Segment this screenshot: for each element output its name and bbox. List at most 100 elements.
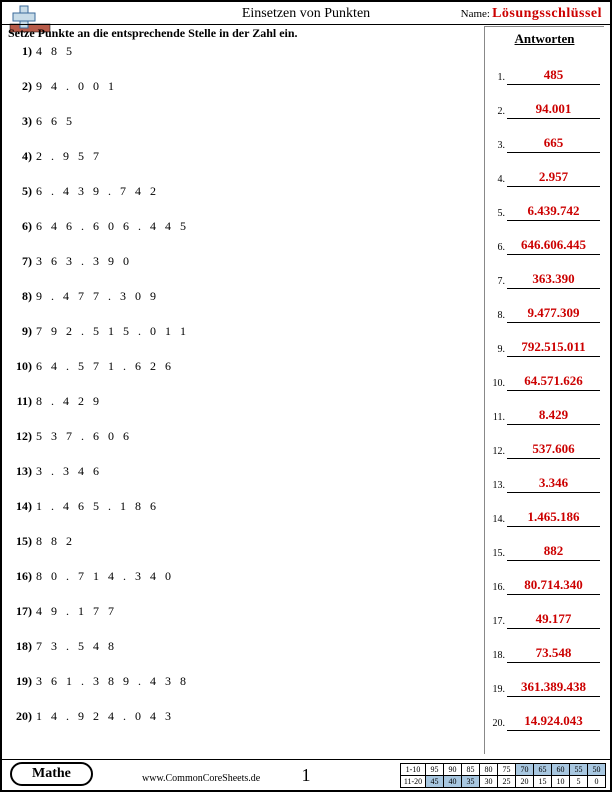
- score-cell: 70: [516, 764, 534, 776]
- instruction-text: Setze Punkte an die entsprechende Stelle…: [8, 26, 298, 41]
- score-cell: 0: [588, 776, 606, 788]
- problem-row: 17)4 9 . 1 7 7: [8, 604, 448, 639]
- answer-row: 11.8.429: [485, 393, 604, 427]
- problem-digits: 6 4 6 . 6 0 6 . 4 4 5: [36, 219, 189, 234]
- answer-line: 14.924.043: [507, 712, 600, 731]
- answer-value: 3.346: [539, 475, 568, 490]
- problem-row: 11)8 . 4 2 9: [8, 394, 448, 429]
- problem-row: 2)9 4 . 0 0 1: [8, 79, 448, 114]
- problem-row: 13)3 . 3 4 6: [8, 464, 448, 499]
- answer-value: 2.957: [539, 169, 568, 184]
- answer-row: 7.363.390: [485, 257, 604, 291]
- score-cell: 60: [552, 764, 570, 776]
- problem-number: 1): [8, 44, 36, 59]
- problem-number: 18): [8, 639, 36, 654]
- answer-number: 8.: [489, 310, 507, 323]
- answer-row: 12.537.606: [485, 427, 604, 461]
- answer-value: 80.714.340: [524, 577, 583, 592]
- score-cell: 35: [462, 776, 480, 788]
- problem-number: 11): [8, 394, 36, 409]
- answer-number: 10.: [489, 378, 507, 391]
- problem-digits: 6 6 5: [36, 114, 75, 129]
- problem-digits: 2 . 9 5 7: [36, 149, 102, 164]
- answer-value: 64.571.626: [524, 373, 583, 388]
- problem-number: 19): [8, 674, 36, 689]
- score-cell: 45: [426, 776, 444, 788]
- answer-number: 9.: [489, 344, 507, 357]
- answer-line: 2.957: [507, 168, 600, 187]
- answer-key-label: Lösungsschlüssel: [492, 6, 602, 22]
- problem-row: 18)7 3 . 5 4 8: [8, 639, 448, 674]
- answer-line: 80.714.340: [507, 576, 600, 595]
- problem-number: 5): [8, 184, 36, 199]
- answer-row: 2.94.001: [485, 87, 604, 121]
- problem-number: 2): [8, 79, 36, 94]
- problem-row: 19)3 6 1 . 3 8 9 . 4 3 8: [8, 674, 448, 709]
- problem-row: 8)9 . 4 7 7 . 3 0 9: [8, 289, 448, 324]
- page-number: 1: [302, 765, 311, 786]
- footer-rule: [2, 759, 610, 760]
- problem-digits: 1 4 . 9 2 4 . 0 4 3: [36, 709, 174, 724]
- answer-row: 13. 3.346: [485, 461, 604, 495]
- answers-heading: Antworten: [485, 31, 604, 47]
- score-cell: 85: [462, 764, 480, 776]
- answer-number: 15.: [489, 548, 507, 561]
- answer-number: 17.: [489, 616, 507, 629]
- problem-digits: 9 4 . 0 0 1: [36, 79, 117, 94]
- answer-line: 792.515.011: [507, 338, 600, 357]
- answer-value: 8.429: [539, 407, 568, 422]
- answer-row: 14.1.465.186: [485, 495, 604, 529]
- answer-line: 363.390: [507, 270, 600, 289]
- problem-row: 7)3 6 3 . 3 9 0: [8, 254, 448, 289]
- answer-number: 2.: [489, 106, 507, 119]
- answer-row: 1.485: [485, 53, 604, 87]
- problem-number: 9): [8, 324, 36, 339]
- problem-number: 16): [8, 569, 36, 584]
- problem-number: 7): [8, 254, 36, 269]
- answer-number: 19.: [489, 684, 507, 697]
- answer-number: 5.: [489, 208, 507, 221]
- problem-row: 15)8 8 2: [8, 534, 448, 569]
- answer-line: 9.477.309: [507, 304, 600, 323]
- answer-row: 16. 80.714.340: [485, 563, 604, 597]
- problem-row: 20)1 4 . 9 2 4 . 0 4 3: [8, 709, 448, 744]
- answer-row: 3.665: [485, 121, 604, 155]
- answer-number: 12.: [489, 446, 507, 459]
- answer-line: 3.346: [507, 474, 600, 493]
- answer-number: 16.: [489, 582, 507, 595]
- website-text: www.CommonCoreSheets.de: [142, 773, 260, 784]
- answer-value: 646.606.445: [521, 237, 586, 252]
- score-row-label: 1-10: [401, 764, 426, 776]
- score-cell: 90: [444, 764, 462, 776]
- answer-row: 8.9.477.309: [485, 291, 604, 325]
- problem-digits: 4 9 . 1 7 7: [36, 604, 117, 619]
- problem-number: 10): [8, 359, 36, 374]
- problem-row: 12)5 3 7 . 6 0 6: [8, 429, 448, 464]
- score-cell: 75: [498, 764, 516, 776]
- problem-row: 6)6 4 6 . 6 0 6 . 4 4 5: [8, 219, 448, 254]
- problem-number: 6): [8, 219, 36, 234]
- answer-value: 73.548: [536, 645, 572, 660]
- answer-row: 18.73.548: [485, 631, 604, 665]
- score-cell: 40: [444, 776, 462, 788]
- answer-line: 49.177: [507, 610, 600, 629]
- problem-row: 16)8 0 . 7 1 4 . 3 4 0: [8, 569, 448, 604]
- answer-value: 485: [544, 67, 564, 82]
- answer-number: 13.: [489, 480, 507, 493]
- score-cell: 10: [552, 776, 570, 788]
- score-cell: 25: [498, 776, 516, 788]
- problem-digits: 7 3 . 5 4 8: [36, 639, 117, 654]
- problem-number: 12): [8, 429, 36, 444]
- answer-number: 20.: [489, 718, 507, 731]
- problem-row: 1)4 8 5: [8, 44, 448, 79]
- answer-line: 665: [507, 134, 600, 153]
- answer-line: 882: [507, 542, 600, 561]
- header-rule: [2, 24, 610, 25]
- answer-value: 665: [544, 135, 564, 150]
- answer-number: 14.: [489, 514, 507, 527]
- problem-number: 20): [8, 709, 36, 724]
- problem-row: 5)6 . 4 3 9 . 7 4 2: [8, 184, 448, 219]
- problem-number: 4): [8, 149, 36, 164]
- answer-row: 5.6.439.742: [485, 189, 604, 223]
- answer-value: 792.515.011: [521, 339, 585, 354]
